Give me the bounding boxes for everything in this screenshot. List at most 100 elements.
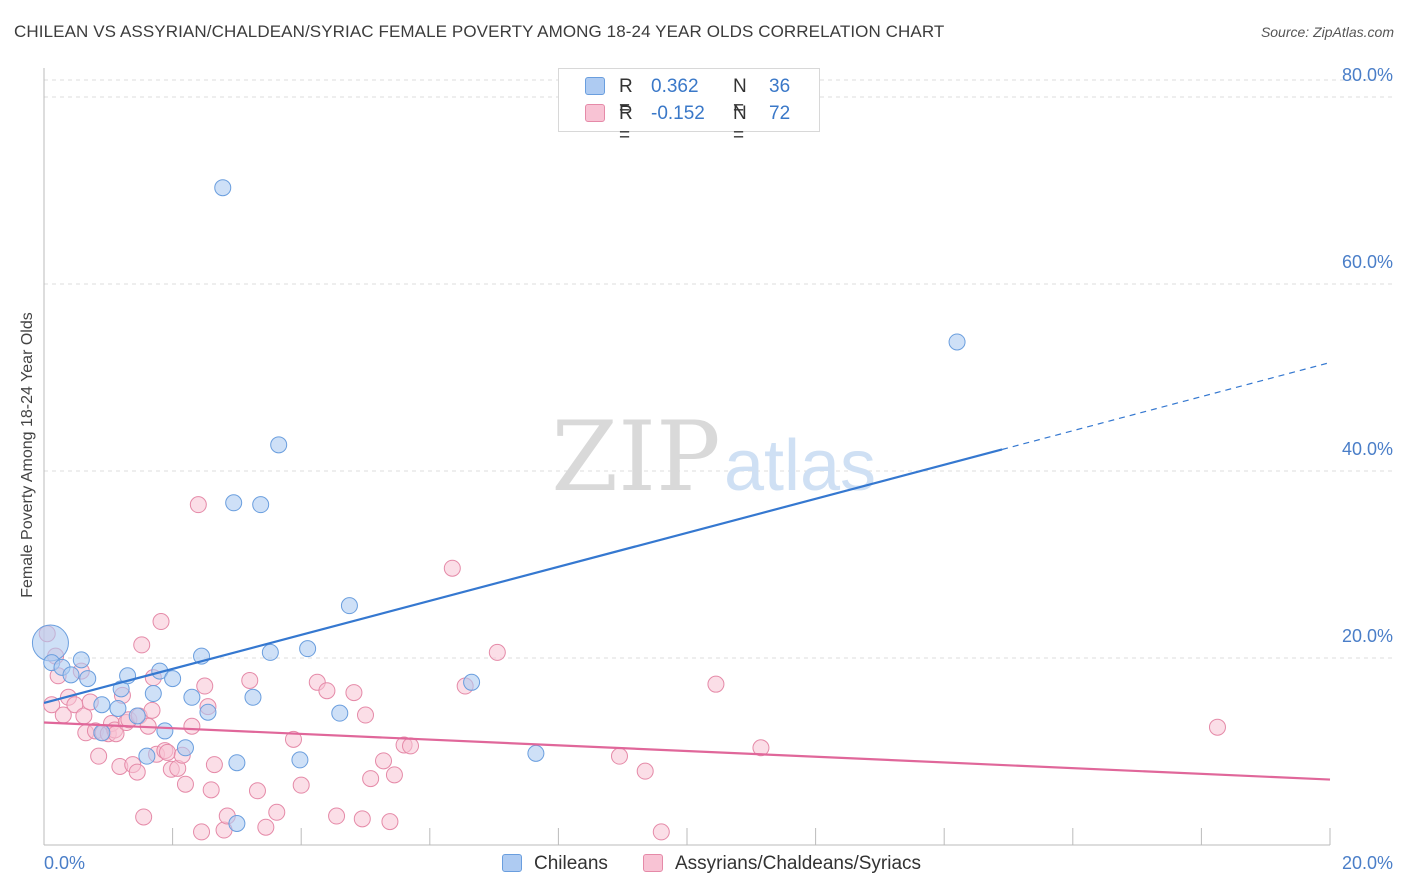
data-point-assyrians [1208,718,1226,736]
data-point-assyrians [353,810,371,828]
data-point-chileans [214,179,232,197]
data-point-chileans [128,707,146,725]
data-point-assyrians [176,775,194,793]
watermark: ZIP atlas [551,401,876,513]
data-point-chileans [291,751,309,769]
trend-lines [43,361,1331,781]
data-point-chileans [199,703,217,721]
data-point-assyrians [345,684,363,702]
legend-label-assyrians: Assyrians/Chaldeans/Syriacs [675,853,922,874]
y-tick-label: 80.0% [1342,65,1393,85]
data-point-assyrians [257,818,275,836]
y-tick-label: 40.0% [1342,439,1393,459]
data-point-chileans [225,494,243,512]
data-point-assyrians [241,671,259,689]
data-point-assyrians [135,808,153,826]
data-point-assyrians [375,752,393,770]
data-point-chileans [261,643,279,661]
legend-stats: R = 0.362 N = 36 R = -0.152 N = 72 [558,68,820,146]
legend-n-value: 72 [769,103,791,124]
legend-n-label: N = [733,76,747,119]
data-point-chileans [270,436,288,454]
legend-n-label: N = [733,103,747,146]
data-point-assyrians [205,756,223,774]
data-point-chileans [62,666,80,684]
chart-title: CHILEAN VS ASSYRIAN/CHALDEAN/SYRIAC FEMA… [14,22,945,41]
watermark-atlas: atlas [724,426,876,506]
data-point-chileans [340,597,358,615]
data-point-assyrians [636,762,654,780]
axes [43,68,1331,846]
data-point-assyrians [328,807,346,825]
legend-r-value: -0.152 [651,103,705,124]
grid-lines [44,79,1392,659]
data-point-chileans [228,814,246,832]
data-point-chileans [948,333,966,351]
data-point-assyrians [196,677,214,695]
data-point-assyrians [610,747,628,765]
data-point-assyrians [268,803,286,821]
data-point-assyrians [488,643,506,661]
data-point-chileans [252,496,270,514]
x-tick-label: 0.0% [44,853,85,873]
data-point-chileans [244,688,262,706]
y-tick-label: 60.0% [1342,252,1393,272]
legend-label-chileans: Chileans [534,853,608,874]
legend-n-value: 36 [769,76,791,97]
data-point-assyrians [381,813,399,831]
legend-r-label: R = [619,76,633,119]
data-point-chileans [156,722,174,740]
data-point-assyrians [707,675,725,693]
data-point-assyrians [357,706,374,724]
data-point-assyrians [362,770,380,788]
data-point-chileans [72,651,90,669]
data-point-assyrians [189,496,207,514]
data-point-assyrians [292,776,310,794]
data-point-chileans [138,747,156,765]
data-point-assyrians [202,781,220,799]
data-point-assyrians [443,559,461,577]
data-point-assyrians [385,766,403,784]
data-point-assyrians [152,613,170,631]
data-point-chileans [183,688,201,706]
data-point-assyrians [318,682,336,700]
series-chileans-points [31,179,966,832]
data-point-assyrians [752,739,770,757]
legend-swatch-blue [502,854,522,872]
data-point-chileans [527,744,545,762]
data-point-assyrians [183,717,201,735]
data-point-chileans [164,670,182,688]
tick-labels: 20.0% 40.0% 60.0% 80.0% 0.0% 20.0% [44,65,1393,873]
y-tick-label: 20.0% [1342,626,1393,646]
data-point-assyrians [284,730,302,748]
watermark-zip: ZIP [551,401,720,513]
data-point-chileans [463,673,481,691]
data-point-assyrians [128,763,146,781]
legend-swatch-blue [585,77,605,95]
data-point-chileans [93,696,111,714]
legend-r-label: R = [619,103,633,146]
legend-swatch-pink [585,104,605,122]
data-point-assyrians [402,737,420,755]
legend-series: Chileans Assyrians/Chaldeans/Syriacs [0,851,1406,877]
data-point-chileans [331,704,349,722]
x-tick-label: 20.0% [1342,853,1393,873]
trend-line-chileans [43,448,1003,704]
data-point-chileans [109,699,127,717]
data-point-chileans [79,670,97,688]
data-point-assyrians [193,823,211,841]
data-point-chileans [93,724,111,742]
data-point-assyrians [133,636,151,654]
data-point-assyrians [158,743,176,761]
data-point-assyrians [652,823,670,841]
data-point-chileans [176,739,194,757]
y-axis-label: Female Poverty Among 18-24 Year Olds [19,312,36,598]
data-point-chileans [144,685,162,703]
trend-line-chileans-projection [1001,361,1331,451]
legend-swatch-pink [643,854,663,872]
source-label: Source: ZipAtlas.com [1260,24,1394,40]
legend-r-value: 0.362 [651,76,699,97]
data-point-chileans [228,754,246,772]
data-point-chileans [299,640,317,658]
